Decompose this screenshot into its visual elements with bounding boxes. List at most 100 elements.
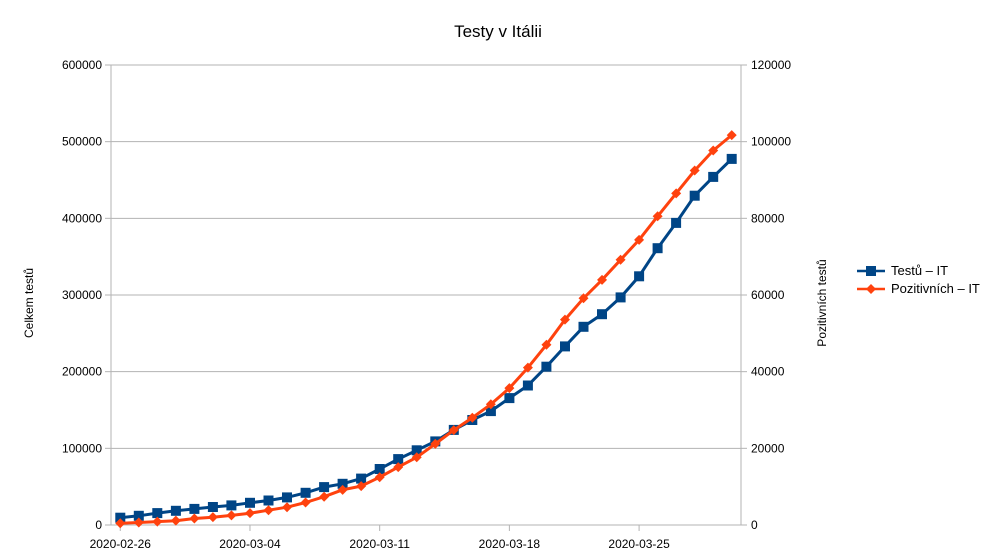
data-point xyxy=(226,510,237,521)
data-point xyxy=(337,478,348,489)
left-axis-ticks: 0 100000 200000 300000 400000 500000 600000 xyxy=(62,58,111,532)
data-point xyxy=(189,513,200,524)
data-point xyxy=(504,393,515,404)
data-point xyxy=(708,145,719,156)
data-point xyxy=(263,495,274,506)
data-point xyxy=(485,406,496,417)
left-tick-label: 200000 xyxy=(62,365,102,379)
legend-item-tests: Testů – IT xyxy=(857,263,948,278)
data-point xyxy=(245,497,255,508)
data-point xyxy=(522,362,533,373)
right-axis-ticks: 0 20000 40000 60000 80000 100000 120000 xyxy=(741,58,791,532)
left-tick-label: 600000 xyxy=(62,58,102,72)
series-positives xyxy=(115,130,737,529)
data-point xyxy=(485,399,496,410)
data-point xyxy=(430,438,441,449)
data-point xyxy=(374,464,385,474)
data-point xyxy=(615,254,626,265)
data-point xyxy=(393,462,404,473)
data-point xyxy=(133,517,144,528)
left-axis-label: Celkem testů xyxy=(22,268,36,338)
left-tick-label: 500000 xyxy=(62,135,102,149)
x-tick-label: 2020-03-25 xyxy=(608,537,670,551)
left-tick-label: 400000 xyxy=(62,211,102,225)
data-point xyxy=(115,512,126,523)
data-point xyxy=(170,505,181,516)
x-tick-label: 2020-03-18 xyxy=(479,537,541,551)
series-line xyxy=(120,157,733,520)
data-point xyxy=(689,190,700,201)
data-point xyxy=(207,512,218,523)
data-point xyxy=(300,487,311,498)
data-point xyxy=(726,153,737,164)
data-point xyxy=(652,211,663,222)
data-point xyxy=(615,292,626,303)
data-point xyxy=(504,383,515,394)
legend-label-positives: Pozitivních – IT xyxy=(891,281,980,296)
data-point xyxy=(115,518,126,529)
data-point xyxy=(393,454,404,465)
data-point xyxy=(467,412,478,423)
data-point xyxy=(597,274,608,285)
chart-title: Testy v Itálii xyxy=(454,22,542,41)
data-point xyxy=(559,314,570,325)
data-point xyxy=(133,510,144,521)
data-point xyxy=(726,130,737,141)
legend: Testů – IT Pozitivních – IT xyxy=(857,263,980,296)
series-layer xyxy=(115,130,737,529)
left-tick-label: 100000 xyxy=(62,441,102,455)
data-point xyxy=(541,339,552,350)
data-point xyxy=(300,497,311,508)
x-axis-ticks: 2020-02-26 2020-03-04 2020-03-11 2020-03-18… xyxy=(90,525,670,551)
data-point xyxy=(226,500,237,511)
right-tick-label: 0 xyxy=(751,518,758,532)
data-point xyxy=(282,502,293,513)
right-tick-label: 100000 xyxy=(751,135,791,149)
data-point xyxy=(244,508,255,519)
x-tick-label: 2020-02-26 xyxy=(90,537,152,551)
x-tick-label: 2020-03-04 xyxy=(219,537,281,551)
data-point xyxy=(448,425,459,436)
data-point xyxy=(671,188,682,199)
data-point xyxy=(578,293,589,304)
data-point xyxy=(634,234,645,245)
x-tick-label: 2020-03-11 xyxy=(349,537,410,551)
data-point xyxy=(708,171,719,182)
right-tick-label: 120000 xyxy=(751,58,791,72)
data-point xyxy=(374,472,385,483)
data-point xyxy=(597,309,607,320)
data-point xyxy=(560,341,570,352)
right-tick-label: 20000 xyxy=(751,441,785,455)
data-point xyxy=(671,217,682,228)
legend-item-positives: Pozitivních – IT xyxy=(857,281,980,296)
left-tick-label: 0 xyxy=(95,518,102,532)
data-point xyxy=(189,503,200,514)
legend-marker-positives xyxy=(866,284,876,294)
right-tick-label: 80000 xyxy=(751,211,785,225)
data-point xyxy=(282,492,292,503)
data-point xyxy=(541,361,552,372)
data-point xyxy=(689,165,700,176)
data-point xyxy=(356,481,367,492)
data-point xyxy=(207,502,218,512)
data-point xyxy=(634,271,645,282)
right-tick-label: 60000 xyxy=(751,288,785,302)
data-point xyxy=(319,482,330,493)
data-point xyxy=(411,452,422,463)
gridlines xyxy=(111,141,741,449)
left-tick-label: 300000 xyxy=(62,288,102,302)
data-point xyxy=(170,515,181,526)
right-axis-label: Pozitivních testů xyxy=(815,259,829,346)
data-point xyxy=(411,445,422,456)
data-point xyxy=(337,484,348,495)
data-point xyxy=(652,243,663,254)
data-point xyxy=(578,321,589,332)
data-point xyxy=(522,380,533,391)
legend-label-tests: Testů – IT xyxy=(891,263,948,278)
data-point xyxy=(319,491,330,502)
data-point xyxy=(152,508,163,519)
legend-marker-tests xyxy=(866,266,876,276)
series-line xyxy=(120,133,733,525)
